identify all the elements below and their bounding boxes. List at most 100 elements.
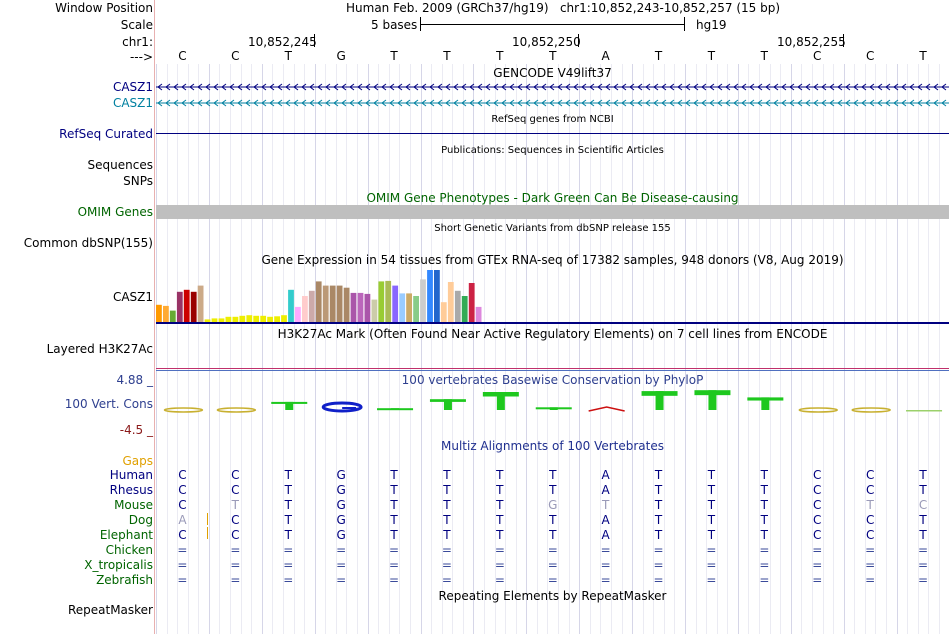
gtex-bar[interactable] — [468, 283, 475, 322]
gtex-bar[interactable] — [163, 305, 169, 322]
gtex-bar[interactable] — [385, 280, 392, 322]
strand-label: ---> — [129, 50, 153, 64]
gencode-row2-label[interactable]: CASZ1 — [112, 96, 153, 110]
alignment-base: = — [177, 558, 188, 572]
gtex-bar[interactable] — [329, 285, 336, 322]
gtex-bar[interactable] — [350, 292, 357, 322]
gtex-bar[interactable] — [440, 302, 447, 322]
gtex-bar[interactable] — [239, 315, 246, 322]
species-label[interactable]: Zebrafish — [96, 573, 153, 587]
gtex-bar[interactable] — [281, 315, 287, 322]
gtex-bar[interactable] — [295, 306, 301, 322]
gtex-bar[interactable] — [322, 285, 329, 322]
gtex-bar[interactable] — [399, 293, 406, 322]
alignment-base: = — [389, 573, 400, 587]
phylop-glyph[interactable] — [377, 408, 414, 411]
gtex-bar[interactable] — [343, 287, 350, 322]
gtex-bar[interactable] — [461, 296, 468, 322]
gtex-bar[interactable] — [302, 296, 308, 322]
gtex-bar[interactable] — [315, 281, 322, 322]
gtex-bar[interactable] — [169, 310, 176, 322]
gtex-bar[interactable] — [211, 318, 218, 322]
gtex-bar[interactable] — [253, 315, 260, 322]
gtex-bar[interactable] — [288, 289, 294, 322]
gtex-bar[interactable] — [308, 290, 315, 322]
gtex-bar[interactable] — [434, 270, 440, 322]
phylop-glyph[interactable] — [535, 407, 572, 410]
alignment-base: T — [866, 498, 874, 512]
gtex-bar[interactable] — [246, 315, 253, 322]
phylop-glyph[interactable] — [798, 407, 838, 413]
refseq-gene-line[interactable] — [156, 133, 949, 134]
gencode-gene-line-1[interactable] — [156, 81, 949, 93]
species-label[interactable]: Mouse — [114, 498, 153, 512]
grid-line — [558, 64, 559, 634]
gencode-row1-label[interactable]: CASZ1 — [112, 80, 153, 94]
gtex-bar[interactable] — [406, 293, 412, 322]
phylop-glyph[interactable] — [851, 407, 891, 413]
sequences-label[interactable]: Sequences — [87, 158, 153, 172]
phylop-glyph[interactable] — [482, 392, 519, 410]
gtex-bar[interactable] — [218, 318, 225, 322]
species-label[interactable]: Rhesus — [109, 483, 153, 497]
phylop-glyph[interactable] — [271, 401, 308, 410]
phylop-label[interactable]: 100 Vert. Cons — [64, 397, 153, 411]
gtex-bar[interactable] — [378, 281, 385, 322]
gtex-bar[interactable] — [274, 316, 280, 322]
gtex-bar[interactable] — [267, 316, 273, 322]
gtex-bar[interactable] — [371, 299, 378, 322]
gtex-bar[interactable] — [420, 279, 426, 322]
gtex-bar[interactable] — [225, 316, 232, 322]
gtex-expression-chart[interactable] — [156, 268, 556, 322]
grid-line — [622, 64, 623, 634]
gtex-bar[interactable] — [454, 290, 461, 322]
h3k27ac-label[interactable]: Layered H3K27Ac — [46, 342, 153, 356]
alignment-base: = — [918, 558, 929, 572]
gtex-bar[interactable] — [413, 296, 419, 322]
phylop-glyph[interactable] — [694, 390, 731, 410]
gtex-bar[interactable] — [204, 319, 211, 322]
repeatmasker-label[interactable]: RepeatMasker — [67, 603, 153, 617]
phylop-glyph[interactable] — [906, 410, 943, 412]
h3k27ac-signal-line[interactable] — [156, 368, 949, 369]
species-label[interactable]: Human — [109, 468, 153, 482]
gtex-bar[interactable] — [156, 304, 162, 322]
gtex-bar[interactable] — [260, 315, 267, 322]
species-label[interactable]: Dog — [128, 513, 153, 527]
phylop-glyph[interactable] — [641, 391, 678, 410]
gtex-bar[interactable] — [392, 285, 399, 322]
refseq-label[interactable]: RefSeq Curated — [59, 127, 153, 141]
species-label[interactable]: Elephant — [99, 528, 153, 542]
species-label[interactable]: X_tropicalis — [84, 558, 153, 572]
gtex-bar[interactable] — [357, 292, 364, 322]
gencode-gene-line-2[interactable] — [156, 97, 949, 109]
gtex-bar[interactable] — [176, 291, 183, 322]
gtex-bar[interactable] — [364, 293, 371, 322]
omim-feature-bar[interactable] — [156, 205, 949, 219]
phylop-glyph[interactable] — [588, 406, 625, 412]
phylop-glyph[interactable] — [163, 407, 204, 413]
gtex-bar[interactable] — [190, 291, 197, 322]
gtex-bar[interactable] — [197, 285, 204, 322]
alignment-base: = — [494, 558, 505, 572]
gtex-bar[interactable] — [475, 306, 482, 322]
gtex-label[interactable]: CASZ1 — [112, 290, 153, 304]
species-label[interactable]: Chicken — [105, 543, 153, 557]
phylop-glyph[interactable] — [216, 407, 257, 413]
phylop-conservation-plot[interactable] — [156, 388, 949, 428]
phylop-glyph[interactable] — [429, 399, 466, 410]
gtex-bar[interactable] — [183, 289, 190, 322]
phylop-glyph[interactable] — [747, 397, 784, 410]
gtex-bar[interactable] — [232, 316, 239, 322]
gtex-bar[interactable] — [427, 270, 433, 322]
phylop-glyph[interactable] — [321, 401, 363, 413]
gtex-bar[interactable] — [447, 282, 454, 322]
alignment-base: = — [177, 543, 188, 557]
omim-label[interactable]: OMIM Genes — [77, 205, 153, 219]
gtex-bar[interactable] — [336, 285, 343, 322]
grid-line — [177, 64, 178, 634]
snps-label[interactable]: SNPs — [123, 174, 153, 188]
dbsnp-label[interactable]: Common dbSNP(155) — [23, 236, 153, 250]
alignment-base: C — [178, 528, 187, 542]
